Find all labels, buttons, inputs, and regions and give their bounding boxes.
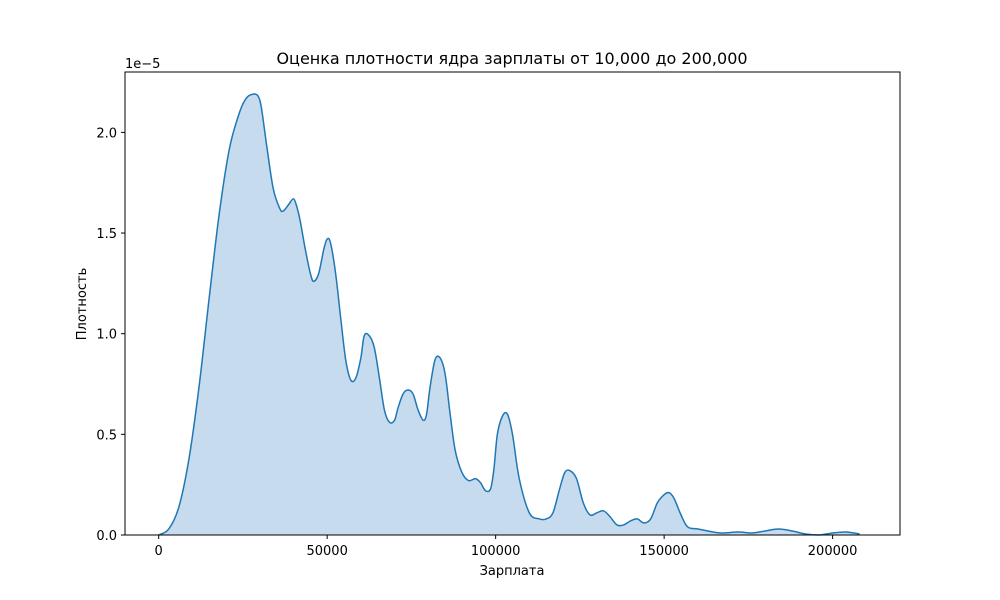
y-offset-label: 1e−5 xyxy=(125,57,160,72)
density-line xyxy=(158,93,860,536)
x-tick-label: 100000 xyxy=(471,544,521,559)
x-tick-label: 50000 xyxy=(306,544,347,559)
y-tick-label: 0.5 xyxy=(96,428,117,443)
x-tick-label: 200000 xyxy=(808,544,858,559)
y-tick-label: 0.0 xyxy=(96,529,117,544)
y-tick-label: 1.5 xyxy=(96,227,117,242)
y-axis-label: Плотность xyxy=(75,268,90,340)
x-tick-label: 0 xyxy=(155,544,163,559)
x-axis: 0 50000 100000 150000 200000 xyxy=(155,535,858,559)
density-area xyxy=(158,93,860,535)
x-tick-label: 150000 xyxy=(639,544,689,559)
y-tick-label: 2.0 xyxy=(96,126,117,141)
y-tick-label: 1.0 xyxy=(96,328,117,343)
x-axis-label: Зарплата xyxy=(480,564,545,579)
plot-frame xyxy=(124,71,901,536)
y-axis: 0.0 0.5 1.0 1.5 2.0 xyxy=(96,126,125,544)
chart-title: Оценка плотности ядра зарплаты от 10,000… xyxy=(276,49,747,68)
